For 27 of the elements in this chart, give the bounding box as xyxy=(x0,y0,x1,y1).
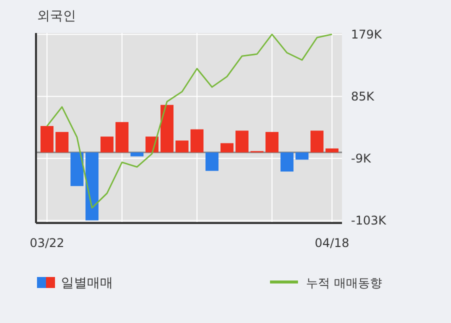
bar xyxy=(206,152,218,171)
bar xyxy=(100,136,114,152)
y-tick-label: -9K xyxy=(351,151,372,166)
bar xyxy=(130,152,144,156)
bar xyxy=(56,132,68,152)
x-tick-label: 03/22 xyxy=(30,236,64,250)
bar xyxy=(220,143,234,152)
bar xyxy=(236,130,248,152)
bar xyxy=(266,132,278,152)
bar xyxy=(160,104,174,152)
bar xyxy=(116,122,128,152)
legend-label: 일별매매 xyxy=(61,276,113,291)
bar xyxy=(310,130,324,152)
bar xyxy=(86,152,98,220)
bar xyxy=(190,129,204,152)
bar xyxy=(280,152,294,172)
y-tick-label: 85K xyxy=(351,89,376,104)
bar xyxy=(326,148,338,152)
legend-label: 누적 매매동향 xyxy=(306,276,382,290)
y-tick-label: 179K xyxy=(351,27,383,42)
bar xyxy=(70,152,84,186)
chart-title: 외국인 xyxy=(37,9,76,24)
x-tick-label: 04/18 xyxy=(314,236,350,250)
bar xyxy=(40,126,54,152)
bar xyxy=(296,152,308,160)
bar xyxy=(176,140,188,152)
y-tick-label: -103K xyxy=(351,213,388,228)
